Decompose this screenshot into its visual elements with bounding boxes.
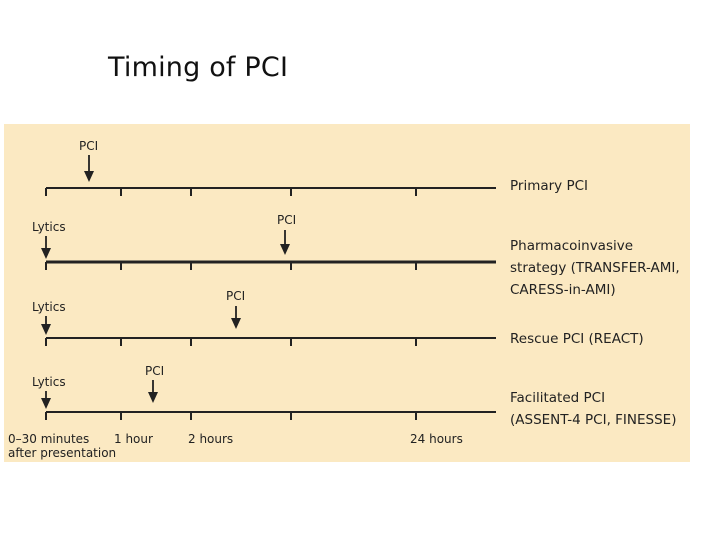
pci-label: PCI (226, 289, 245, 303)
time-label-0-sub: after presentation (8, 446, 116, 460)
row-name-line: CARESS-in-AMI) (510, 282, 616, 298)
time-label-24h: 24 hours (410, 432, 463, 446)
row-rescue-pci: Lytics PCI Rescue PCI (REACT) (32, 289, 644, 347)
time-label-1h: 1 hour (114, 432, 153, 446)
lytics-arrow-head (41, 248, 51, 259)
row-facilitated-pci: Lytics PCI Facilitated PCI (ASSENT-4 PCI… (32, 364, 676, 428)
lytics-label: Lytics (32, 300, 66, 314)
row-name-line: Rescue PCI (REACT) (510, 331, 644, 347)
lytics-label: Lytics (32, 220, 66, 234)
pci-arrow-head (280, 244, 290, 255)
lytics-arrow-head (41, 398, 51, 409)
row-name-line: Facilitated PCI (510, 390, 605, 406)
lytics-label: Lytics (32, 375, 66, 389)
row-name-line: strategy (TRANSFER-AMI, (510, 260, 680, 276)
pci-label: PCI (79, 139, 98, 153)
row-name-line: Primary PCI (510, 178, 588, 194)
row-name-line: Pharmacoinvasive (510, 238, 633, 254)
pci-label: PCI (145, 364, 164, 378)
pci-arrow-head (231, 318, 241, 329)
timing-diagram-canvas: PCI Primary PCI Lytics PCI Pharmacoinvas… (8, 139, 680, 460)
pci-label: PCI (277, 213, 296, 227)
lytics-arrow-head (41, 324, 51, 335)
row-primary-pci: PCI Primary PCI (45, 139, 588, 196)
row-name-line: (ASSENT-4 PCI, FINESSE) (510, 412, 676, 428)
time-label-2h: 2 hours (188, 432, 233, 446)
time-axis-labels: 0–30 minutes after presentation 1 hour 2… (8, 432, 463, 460)
slide-title: Timing of PCI (108, 52, 289, 83)
row-pharmacoinvasive: Lytics PCI Pharmacoinvasive strategy (TR… (32, 213, 680, 298)
timing-diagram: PCI Primary PCI Lytics PCI Pharmacoinvas… (4, 124, 690, 462)
time-label-0: 0–30 minutes (8, 432, 89, 446)
pci-arrow-head (148, 392, 158, 403)
pci-arrow-head (84, 171, 94, 182)
